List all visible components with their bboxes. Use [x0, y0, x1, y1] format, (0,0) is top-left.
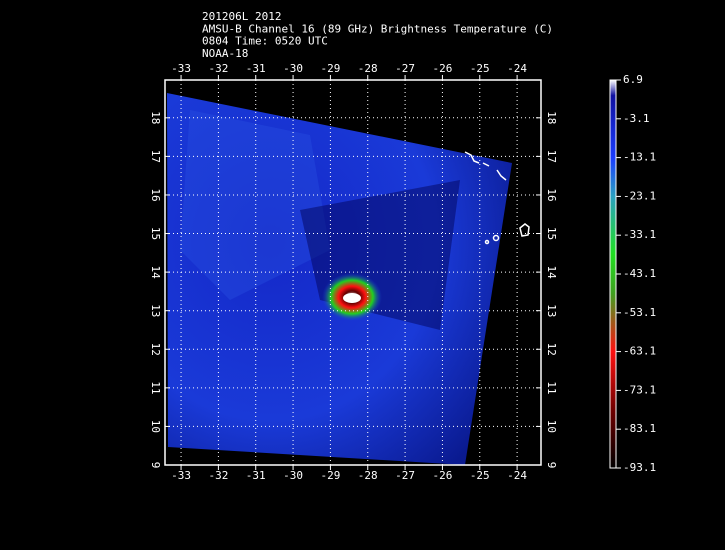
colorbar-label: -63.1: [623, 345, 656, 358]
y-tick-label: 18: [545, 111, 558, 124]
x-tick-label: -25: [470, 62, 490, 75]
y-tick-label: 17: [149, 150, 162, 163]
y-tick-label: 10: [149, 420, 162, 433]
coastline: [464, 151, 530, 245]
y-tick-label: 15: [545, 227, 558, 240]
y-tick-label: 10: [545, 420, 558, 433]
x-tick-label: -26: [432, 469, 452, 482]
colorbar-label: -33.1: [623, 228, 656, 241]
x-tick-label: -27: [395, 62, 415, 75]
y-tick-label: 12: [545, 343, 558, 356]
x-tick-label: -31: [246, 62, 266, 75]
x-tick-label: -27: [395, 469, 415, 482]
colorbar-label: -3.1: [623, 112, 650, 125]
header-line: 0804 Time: 0520 UTC: [202, 35, 328, 48]
x-tick-label: -31: [246, 469, 266, 482]
y-tick-label: 17: [545, 150, 558, 163]
y-tick-label: 12: [149, 343, 162, 356]
header-line: NOAA-18: [202, 47, 248, 60]
x-tick-label: -25: [470, 469, 490, 482]
y-tick-label: 16: [149, 188, 162, 201]
colorbar-label: -53.1: [623, 306, 656, 319]
y-tick-label: 14: [149, 265, 162, 279]
x-tick-label: -24: [507, 62, 527, 75]
colorbar: [609, 79, 617, 469]
colorbar-label: 6.9: [623, 73, 643, 86]
x-tick-label: -32: [208, 469, 228, 482]
x-tick-label: -29: [320, 469, 340, 482]
y-tick-label: 18: [149, 111, 162, 124]
x-tick-label: -32: [208, 62, 228, 75]
y-tick-label: 11: [545, 381, 558, 394]
header-line: AMSU-B Channel 16 (89 GHz) Brightness Te…: [202, 22, 553, 35]
x-tick-label: -28: [358, 62, 378, 75]
y-tick-label: 14: [545, 265, 558, 279]
colorbar-label: -43.1: [623, 267, 656, 280]
y-tick-label: 15: [149, 227, 162, 240]
swath-image: [167, 93, 512, 465]
colorbar-label: -73.1: [623, 383, 656, 396]
y-tick-label: 13: [149, 304, 162, 317]
y-tick-label: 11: [149, 381, 162, 394]
x-tick-label: -26: [432, 62, 452, 75]
x-tick-label: -30: [283, 62, 303, 75]
x-tick-label: -29: [320, 62, 340, 75]
y-tick-label: 9: [545, 462, 558, 469]
y-tick-label: 16: [545, 188, 558, 201]
x-tick-label: -28: [358, 469, 378, 482]
colorbar-label: -23.1: [623, 189, 656, 202]
colorbar-label: -13.1: [623, 151, 656, 164]
colorbar-label: -83.1: [623, 422, 656, 435]
x-tick-label: -33: [171, 469, 191, 482]
y-tick-label: 9: [149, 462, 162, 469]
x-tick-label: -24: [507, 469, 527, 482]
x-tick-label: -33: [171, 62, 191, 75]
colorbar-label: -93.1: [623, 461, 656, 474]
x-tick-label: -30: [283, 469, 303, 482]
header-line: 201206L 2012: [202, 10, 281, 23]
y-tick-label: 13: [545, 304, 558, 317]
